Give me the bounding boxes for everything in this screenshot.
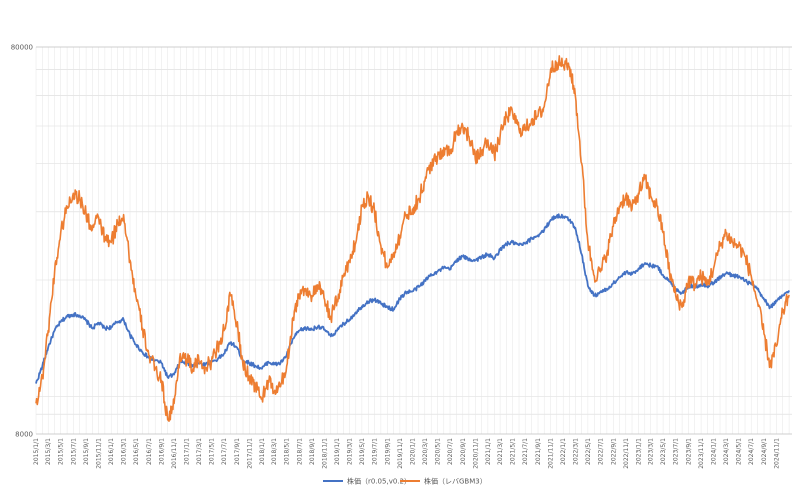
x-tick-label: 2021/3/1 bbox=[497, 438, 504, 465]
x-tick-label: 2019/11/1 bbox=[397, 438, 404, 469]
x-tick-label: 2022/9/1 bbox=[610, 438, 617, 465]
x-tick-label: 2015/7/1 bbox=[70, 438, 77, 465]
x-tick-label: 2017/1/1 bbox=[184, 438, 191, 465]
x-tick-label: 2022/7/1 bbox=[598, 438, 605, 465]
y-tick-label: 80000 bbox=[11, 44, 33, 52]
x-tick-label: 2023/3/1 bbox=[648, 438, 655, 465]
x-tick-label: 2023/5/1 bbox=[660, 438, 667, 465]
x-tick-label: 2021/9/1 bbox=[535, 438, 542, 465]
x-tick-label: 2019/3/1 bbox=[346, 438, 353, 465]
x-tick-label: 2021/11/1 bbox=[548, 438, 555, 469]
x-tick-label: 2015/11/1 bbox=[96, 438, 103, 469]
x-tick-label: 2015/5/1 bbox=[58, 438, 65, 465]
y-tick-label: 8000 bbox=[15, 431, 33, 439]
x-tick-label: 2016/5/1 bbox=[133, 438, 140, 465]
x-tick-label: 2024/1/1 bbox=[711, 438, 718, 465]
x-tick-label: 2024/3/1 bbox=[723, 438, 730, 465]
x-tick-label: 2018/5/1 bbox=[284, 438, 291, 465]
x-tick-label: 2018/1/1 bbox=[259, 438, 266, 465]
x-tick-label: 2022/3/1 bbox=[572, 438, 579, 465]
x-tick-label: 2023/11/1 bbox=[698, 438, 705, 469]
x-tick-label: 2020/7/1 bbox=[447, 438, 454, 465]
x-tick-label: 2023/9/1 bbox=[686, 438, 693, 465]
x-tick-label: 2017/7/1 bbox=[221, 438, 228, 465]
x-tick-label: 2019/7/1 bbox=[372, 438, 379, 465]
x-tick-label: 2022/1/1 bbox=[560, 438, 567, 465]
x-tick-label: 2021/7/1 bbox=[522, 438, 529, 465]
x-tick-label: 2022/11/1 bbox=[623, 438, 630, 469]
x-tick-label: 2024/11/1 bbox=[774, 438, 781, 469]
x-tick-label: 2024/7/1 bbox=[748, 438, 755, 465]
x-tick-label: 2024/5/1 bbox=[736, 438, 743, 465]
x-axis: 2015/1/1 2015/3/1 2015/5/1 2015/7/1 2015/9/1… bbox=[33, 438, 781, 469]
legend-label-blue: 株価（r0.05,v0.2） bbox=[347, 477, 411, 486]
x-tick-label: 2018/3/1 bbox=[271, 438, 278, 465]
x-tick-label: 2019/9/1 bbox=[384, 438, 391, 465]
x-tick-label: 2016/7/1 bbox=[146, 438, 153, 465]
x-tick-label: 2024/9/1 bbox=[761, 438, 768, 465]
x-tick-label: 2015/1/1 bbox=[33, 438, 40, 465]
x-tick-label: 2020/3/1 bbox=[422, 438, 429, 465]
x-tick-label: 2020/9/1 bbox=[460, 438, 467, 465]
x-tick-label: 2023/7/1 bbox=[673, 438, 680, 465]
y-axis: 80000 8000 bbox=[11, 44, 33, 439]
x-tick-label: 2022/5/1 bbox=[585, 438, 592, 465]
x-tick-label: 2016/1/1 bbox=[108, 438, 115, 465]
x-tick-label: 2017/9/1 bbox=[234, 438, 241, 465]
x-tick-label: 2020/1/1 bbox=[410, 438, 417, 465]
x-tick-label: 2023/1/1 bbox=[635, 438, 642, 465]
x-tick-label: 2019/5/1 bbox=[359, 438, 366, 465]
plot-border bbox=[36, 46, 792, 435]
series-line-orange bbox=[35, 55, 790, 422]
x-tick-label: 2018/7/1 bbox=[296, 438, 303, 465]
x-tick-label: 2021/5/1 bbox=[510, 438, 517, 465]
x-tick-label: 2018/9/1 bbox=[309, 438, 316, 465]
x-tick-label: 2016/3/1 bbox=[121, 438, 128, 465]
x-tick-label: 2021/1/1 bbox=[485, 438, 492, 465]
x-tick-label: 2018/11/1 bbox=[322, 438, 329, 469]
x-tick-label: 2017/3/1 bbox=[196, 438, 203, 465]
series-layer bbox=[35, 55, 790, 422]
x-tick-label: 2015/9/1 bbox=[83, 438, 90, 465]
x-tick-label: 2019/1/1 bbox=[334, 438, 341, 465]
x-tick-label: 2017/11/1 bbox=[246, 438, 253, 469]
x-tick-label: 2016/9/1 bbox=[159, 438, 166, 465]
legend-label-orange: 株価（レバGBM3） bbox=[424, 477, 487, 486]
x-tick-label: 2016/11/1 bbox=[171, 438, 178, 469]
x-tick-label: 2017/5/1 bbox=[208, 438, 215, 465]
x-tick-label: 2015/3/1 bbox=[45, 438, 52, 465]
x-tick-label: 2020/5/1 bbox=[434, 438, 441, 465]
legend: 株価（r0.05,v0.2） 株価（レバGBM3） bbox=[323, 477, 487, 486]
x-tick-label: 2020/11/1 bbox=[472, 438, 479, 469]
series-line-blue bbox=[35, 213, 790, 384]
